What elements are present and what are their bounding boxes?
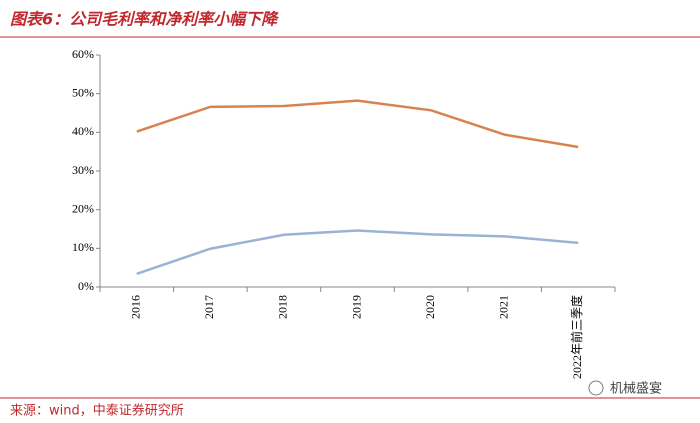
y-tick-label: 0%: [78, 279, 94, 293]
x-tick-label: 2019: [349, 295, 363, 319]
y-tick-label: 30%: [72, 163, 94, 177]
series-line: [136, 229, 579, 276]
x-tick-label: 2018: [276, 295, 290, 319]
x-tick-label: 2016: [129, 295, 143, 319]
y-tick-label: 40%: [72, 124, 94, 138]
watermark: 机械盛宴: [610, 381, 662, 397]
x-tick-label: 2022年前三季度: [569, 295, 584, 379]
x-tick-label: 2020: [423, 295, 437, 319]
x-tick-label: 2017: [202, 295, 216, 319]
chart-title: 图表6：公司毛利率和净利率小幅下降: [10, 10, 279, 29]
source: 来源：wind，中泰证券研究所: [10, 403, 184, 419]
y-tick-label: 20%: [72, 201, 94, 215]
watermark-icon: [588, 380, 604, 396]
series-line: [136, 99, 579, 149]
y-tick-label: 50%: [72, 85, 94, 99]
y-tick-label: 60%: [72, 47, 94, 61]
x-tick-label: 2021: [496, 295, 510, 319]
y-tick-label: 10%: [72, 240, 94, 254]
